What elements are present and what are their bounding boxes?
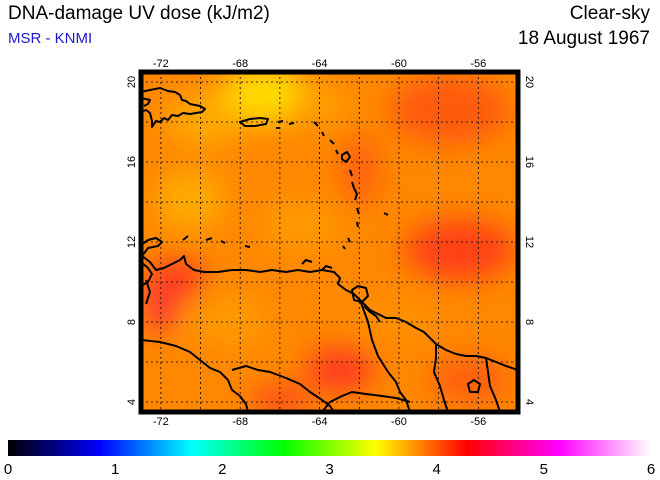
coast-lake-brokopondo <box>467 379 481 393</box>
axis-tick-labels: -72 -72 -68 -68 -64 -64 -60 -60 -56 -56 4 4 8 8 12 12 16… <box>126 58 535 428</box>
coast-barbados <box>383 212 389 216</box>
coast-grenadines <box>342 237 351 250</box>
coast-dominica <box>349 169 355 189</box>
lat-tick-label-right: 20 <box>523 76 535 88</box>
coast-lake-maracaibo <box>145 279 151 305</box>
date-label: 18 August 1967 <box>517 28 650 49</box>
lat-tick-label-right: 16 <box>523 156 535 168</box>
colorbar-tick-label: 5 <box>540 461 548 478</box>
uv-dose-field <box>141 72 518 412</box>
coastlines <box>141 87 518 412</box>
colorbar <box>8 440 651 456</box>
map-frame <box>138 69 521 415</box>
lon-tick-label-top: -68 <box>232 58 248 70</box>
colorbar-tick-label: 3 <box>325 461 333 478</box>
lon-tick-label-bottom: -72 <box>153 416 169 428</box>
border-venezuela-brazil <box>231 365 335 412</box>
lon-tick-label-bottom: -60 <box>391 416 407 428</box>
border-guyana-suriname <box>433 344 449 412</box>
colorbar-tick-label: 4 <box>432 461 440 478</box>
lon-tick-label-top: -72 <box>153 58 169 70</box>
coast-aruba-curacao <box>182 235 251 248</box>
coast-trinidad <box>351 285 369 303</box>
coast-antilles-north <box>313 121 339 155</box>
coast-orinoco <box>363 305 381 323</box>
lon-tick-label-bottom: -64 <box>312 416 328 428</box>
source-label: MSR - KNMI <box>8 30 93 47</box>
border-venezuela-guyana <box>359 299 411 412</box>
sky-condition-label: Clear-sky <box>569 3 650 24</box>
colorbar-tick-label: 0 <box>4 461 12 478</box>
lon-tick-label-bottom: -56 <box>470 416 486 428</box>
border-brazil <box>321 391 411 412</box>
coast-margarita <box>301 259 333 271</box>
lat-tick-label-left: 12 <box>126 236 138 248</box>
lon-tick-label-top: -60 <box>391 58 407 70</box>
map-title: DNA-damage UV dose (kJ/m2) <box>8 3 270 24</box>
lat-tick-label-right: 4 <box>523 399 535 405</box>
border-suriname-guiana <box>485 357 501 412</box>
lat-tick-label-left: 16 <box>126 156 138 168</box>
coast-hispaniola <box>141 87 206 128</box>
lon-tick-label-top: -56 <box>470 58 486 70</box>
colorbar-labels: 0 1 2 3 4 5 6 <box>4 461 655 478</box>
lon-tick-label-top: -64 <box>312 58 328 70</box>
colorbar-tick-label: 1 <box>111 461 119 478</box>
lat-tick-label-right: 8 <box>523 319 535 325</box>
coast-st-lucia <box>356 207 360 228</box>
lat-tick-label-left: 4 <box>126 399 138 405</box>
border-colombia-venezuela <box>141 339 249 412</box>
coast-guadeloupe <box>341 151 351 163</box>
lat-tick-label-right: 12 <box>523 236 535 248</box>
coast-maracaibo <box>141 261 153 287</box>
lon-tick-label-bottom: -68 <box>232 416 248 428</box>
colorbar-tick-label: 6 <box>647 461 655 478</box>
coast-martinique <box>353 187 358 201</box>
lat-tick-label-left: 8 <box>126 319 138 325</box>
coast-hispaniola-north <box>141 97 151 107</box>
colorbar-tick-label: 2 <box>218 461 226 478</box>
lat-tick-label-left: 20 <box>126 76 138 88</box>
coast-virgin-islands <box>276 120 295 129</box>
coast-puerto-rico <box>239 117 269 127</box>
